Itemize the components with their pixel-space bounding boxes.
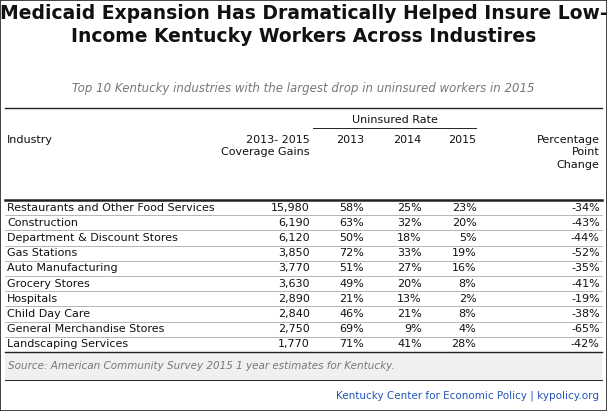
- Text: Construction: Construction: [7, 218, 78, 228]
- Text: 1,770: 1,770: [278, 339, 310, 349]
- Text: 3,850: 3,850: [278, 248, 310, 258]
- Text: 13%: 13%: [397, 294, 422, 304]
- Text: -52%: -52%: [571, 248, 600, 258]
- Text: General Merchandise Stores: General Merchandise Stores: [7, 324, 164, 334]
- Text: 33%: 33%: [397, 248, 422, 258]
- Text: 3,630: 3,630: [278, 279, 310, 289]
- Text: 50%: 50%: [339, 233, 364, 243]
- Text: 2,890: 2,890: [277, 294, 310, 304]
- Text: 2013- 2015
Coverage Gains: 2013- 2015 Coverage Gains: [221, 135, 310, 157]
- Text: 2014: 2014: [393, 135, 422, 145]
- Text: 2013: 2013: [336, 135, 364, 145]
- Text: 6,120: 6,120: [278, 233, 310, 243]
- Text: 16%: 16%: [452, 263, 476, 273]
- Text: 46%: 46%: [339, 309, 364, 319]
- Bar: [5, 352, 602, 380]
- Text: 49%: 49%: [339, 279, 364, 289]
- Text: 8%: 8%: [459, 279, 476, 289]
- Text: -42%: -42%: [571, 339, 600, 349]
- Text: -19%: -19%: [571, 294, 600, 304]
- Text: 51%: 51%: [339, 263, 364, 273]
- Text: 9%: 9%: [404, 324, 422, 334]
- Text: 2,840: 2,840: [277, 309, 310, 319]
- Text: Medicaid Expansion Has Dramatically Helped Insure Low-
Income Kentucky Workers A: Medicaid Expansion Has Dramatically Help…: [0, 4, 607, 46]
- Text: 15,980: 15,980: [271, 203, 310, 212]
- Text: 72%: 72%: [339, 248, 364, 258]
- Text: 3,770: 3,770: [278, 263, 310, 273]
- Text: 18%: 18%: [397, 233, 422, 243]
- Text: 2,750: 2,750: [278, 324, 310, 334]
- Text: 21%: 21%: [397, 309, 422, 319]
- Text: Kentucky Center for Economic Policy | kypolicy.org: Kentucky Center for Economic Policy | ky…: [336, 390, 599, 401]
- Text: 2015: 2015: [449, 135, 476, 145]
- Text: 6,190: 6,190: [278, 218, 310, 228]
- Text: Auto Manufacturing: Auto Manufacturing: [7, 263, 118, 273]
- Text: 4%: 4%: [459, 324, 476, 334]
- Text: -43%: -43%: [571, 218, 600, 228]
- Text: 69%: 69%: [339, 324, 364, 334]
- Text: 2%: 2%: [459, 294, 476, 304]
- Text: Hospitals: Hospitals: [7, 294, 58, 304]
- Text: 58%: 58%: [339, 203, 364, 212]
- Text: 19%: 19%: [452, 248, 476, 258]
- Text: -34%: -34%: [571, 203, 600, 212]
- Text: 25%: 25%: [397, 203, 422, 212]
- Text: -44%: -44%: [571, 233, 600, 243]
- Text: Top 10 Kentucky industries with the largest drop in uninsured workers in 2015: Top 10 Kentucky industries with the larg…: [72, 82, 535, 95]
- Text: 20%: 20%: [452, 218, 476, 228]
- Text: Department & Discount Stores: Department & Discount Stores: [7, 233, 178, 243]
- Text: 5%: 5%: [459, 233, 476, 243]
- Text: 63%: 63%: [339, 218, 364, 228]
- Text: Gas Stations: Gas Stations: [7, 248, 78, 258]
- Text: Landscaping Services: Landscaping Services: [7, 339, 129, 349]
- Text: 71%: 71%: [339, 339, 364, 349]
- Text: -35%: -35%: [571, 263, 600, 273]
- Text: Uninsured Rate: Uninsured Rate: [351, 115, 438, 125]
- Text: 23%: 23%: [452, 203, 476, 212]
- Text: Source: American Community Survey 2015 1 year estimates for Kentucky.: Source: American Community Survey 2015 1…: [8, 361, 395, 371]
- Text: -65%: -65%: [571, 324, 600, 334]
- Text: 28%: 28%: [452, 339, 476, 349]
- Text: -38%: -38%: [571, 309, 600, 319]
- Text: 21%: 21%: [339, 294, 364, 304]
- Text: -41%: -41%: [571, 279, 600, 289]
- Text: 20%: 20%: [397, 279, 422, 289]
- Text: Grocery Stores: Grocery Stores: [7, 279, 90, 289]
- Text: 41%: 41%: [397, 339, 422, 349]
- Text: 8%: 8%: [459, 309, 476, 319]
- Text: Child Day Care: Child Day Care: [7, 309, 90, 319]
- Text: 32%: 32%: [397, 218, 422, 228]
- Text: Percentage
Point
Change: Percentage Point Change: [537, 135, 600, 170]
- Text: 27%: 27%: [397, 263, 422, 273]
- Text: Industry: Industry: [7, 135, 53, 145]
- Text: Restaurants and Other Food Services: Restaurants and Other Food Services: [7, 203, 215, 212]
